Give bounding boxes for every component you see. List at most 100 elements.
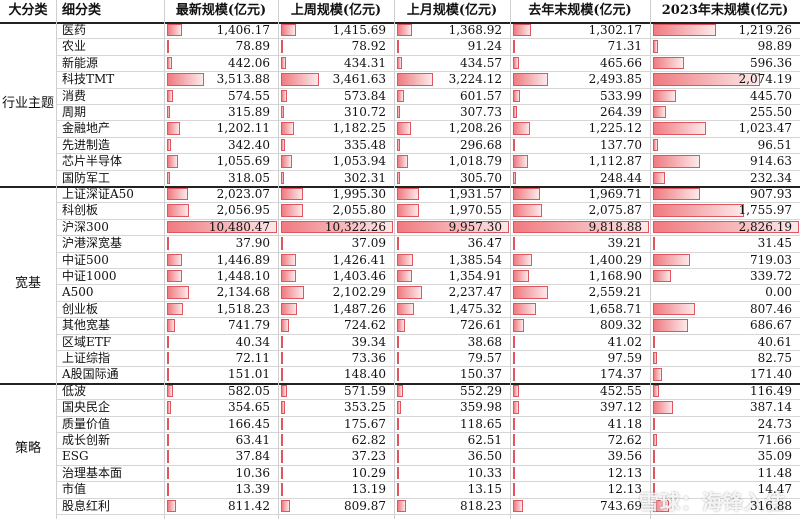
data-bar — [653, 499, 670, 512]
value-cell-2023-end: 171.40 — [650, 366, 800, 383]
value-cell-latest: 78.89 — [164, 38, 278, 55]
data-bar — [397, 171, 401, 184]
value-cell-last-week: 3,461.63 — [278, 71, 394, 88]
value-text: 171.40 — [750, 367, 792, 382]
row-divider — [56, 235, 800, 237]
value-text: 353.25 — [344, 400, 386, 415]
value-cell-last-month: 552.29 — [394, 382, 510, 400]
value-text: 1,426.41 — [332, 252, 386, 267]
value-text: 1,368.92 — [448, 23, 502, 37]
data-bar — [397, 56, 402, 70]
value-text: 342.40 — [228, 137, 270, 152]
value-cell-last-week: 1,403.46 — [278, 268, 394, 285]
value-text: 743.69 — [600, 498, 642, 513]
value-text: 434.31 — [344, 55, 386, 70]
row-divider — [56, 448, 800, 450]
data-bar — [653, 450, 655, 463]
value-text: 37.84 — [235, 449, 270, 464]
row-divider — [56, 87, 800, 89]
data-bar — [281, 483, 283, 496]
data-bar — [167, 73, 204, 86]
value-text: 339.72 — [750, 269, 792, 283]
row-divider — [56, 169, 800, 171]
value-text: 72.62 — [607, 433, 642, 447]
value-text: 335.48 — [344, 137, 386, 152]
value-text: 1,969.71 — [588, 187, 642, 201]
value-cell-last-week: 573.84 — [278, 87, 394, 104]
data-bar — [397, 450, 399, 463]
value-cell-latest: 40.34 — [164, 333, 278, 350]
value-cell-last-year-end: 809.32 — [510, 317, 650, 334]
value-cell-last-year-end: 1,658.71 — [510, 300, 650, 318]
value-cell-last-month: 9,957.30 — [394, 218, 510, 236]
data-bar — [653, 368, 662, 381]
value-cell-last-month: 307.73 — [394, 104, 510, 121]
value-cell-last-week: 39.34 — [278, 333, 394, 350]
data-bar — [167, 483, 169, 496]
subcategory-label: 质量价值 — [62, 416, 111, 431]
data-bar — [397, 417, 399, 430]
value-text: 137.70 — [600, 137, 642, 152]
value-text: 1,406.17 — [216, 23, 270, 37]
value-text: 97.59 — [607, 351, 642, 365]
value-text: 574.55 — [228, 88, 270, 103]
data-bar — [513, 368, 516, 381]
value-text: 2,055.80 — [332, 203, 386, 218]
value-cell-latest: 10,480.47 — [164, 218, 278, 236]
value-cell-2023-end: 445.70 — [650, 87, 800, 104]
value-cell-last-month: 36.50 — [394, 448, 510, 465]
value-cell-2023-end: 807.46 — [650, 300, 800, 318]
data-bar — [281, 155, 293, 168]
data-bar — [397, 24, 413, 37]
value-text: 1,518.23 — [216, 301, 270, 316]
value-text: 1,385.54 — [448, 252, 502, 267]
data-bar — [281, 401, 285, 414]
value-cell-2023-end: 96.51 — [650, 136, 800, 154]
data-bar — [167, 270, 183, 283]
value-text: 37.09 — [351, 236, 386, 251]
value-cell-last-week: 1,426.41 — [278, 251, 394, 268]
subcategory-label: 沪港深宽基 — [62, 236, 123, 251]
value-text: 2,023.07 — [216, 187, 270, 201]
value-cell-last-year-end: 2,493.85 — [510, 71, 650, 88]
header-subcategory: 细分类 — [62, 3, 102, 18]
data-bar — [281, 56, 286, 70]
subcategory-label: 中证1000 — [62, 269, 117, 283]
data-bar — [167, 40, 169, 53]
value-cell-2023-end: 11.48 — [650, 464, 800, 482]
data-bar — [513, 155, 529, 168]
value-text: 96.51 — [757, 137, 792, 152]
value-text: 10.36 — [235, 465, 270, 480]
row-divider — [56, 317, 800, 319]
data-bar — [397, 384, 404, 398]
group-divider — [0, 22, 800, 24]
value-cell-last-month: 91.24 — [394, 38, 510, 55]
data-bar — [513, 237, 515, 250]
value-cell-2023-end: 686.67 — [650, 317, 800, 334]
value-text: 726.61 — [460, 318, 502, 333]
value-cell-latest: 318.05 — [164, 169, 278, 186]
value-text: 1,023.47 — [738, 121, 792, 136]
value-text: 12.13 — [607, 482, 642, 497]
value-text: 10.33 — [467, 465, 502, 480]
value-cell-latest: 342.40 — [164, 136, 278, 154]
data-bar — [513, 138, 515, 152]
value-text: 818.23 — [460, 498, 502, 513]
value-cell-latest: 2,023.07 — [164, 186, 278, 203]
value-cell-last-month: 118.65 — [394, 415, 510, 432]
data-bar — [167, 253, 183, 266]
subcategory-label: 区域ETF — [62, 334, 112, 349]
value-cell-last-year-end: 743.69 — [510, 497, 650, 514]
value-text: 13.19 — [351, 482, 386, 497]
value-cell-latest: 37.90 — [164, 235, 278, 252]
value-text: 2,074.19 — [738, 72, 792, 87]
data-bar — [513, 483, 515, 496]
value-cell-last-year-end: 2,559.21 — [510, 284, 650, 301]
data-bar — [653, 237, 655, 250]
data-bar — [167, 56, 172, 70]
data-bar — [167, 499, 176, 512]
row-divider — [56, 415, 800, 417]
subcategory-label: 低波 — [62, 383, 87, 398]
subcategory-label: 芯片半导体 — [62, 154, 123, 169]
value-cell-last-week: 302.31 — [278, 169, 394, 186]
